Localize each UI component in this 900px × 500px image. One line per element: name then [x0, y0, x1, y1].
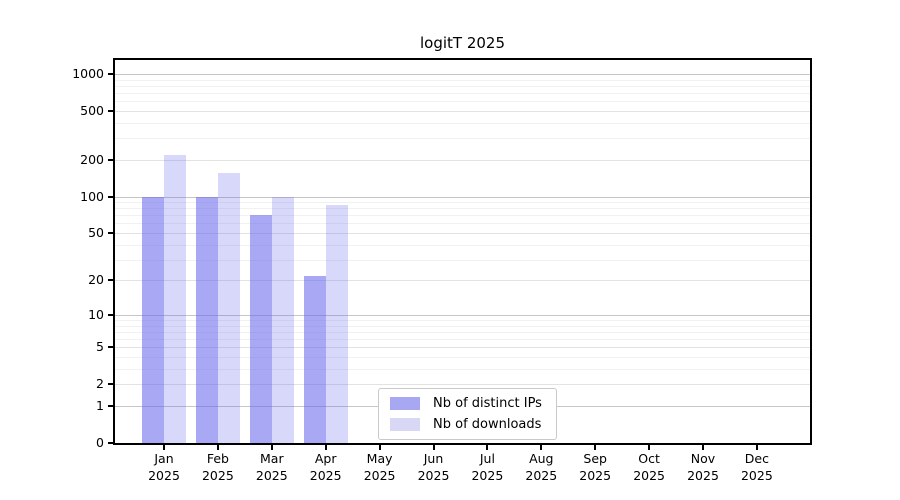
y-tick-mark-50 [108, 232, 114, 234]
gridline-9 [115, 320, 810, 321]
y-tick-mark-500 [108, 110, 114, 112]
y-tick-mark-100 [108, 195, 114, 198]
gridline-900 [115, 79, 810, 81]
legend-label-downloads: Nb of downloads [433, 417, 542, 432]
y-tick-label-5: 5 [96, 339, 104, 355]
legend-item-downloads: Nb of downloads [390, 417, 542, 432]
x-tick-label-dec: Dec 2025 [740, 451, 773, 483]
x-tick-label-may: May 2025 [363, 451, 396, 483]
y-tick-label-2: 2 [96, 376, 104, 392]
gridline-6 [115, 339, 810, 341]
x-tick-label-oct: Oct 2025 [633, 451, 665, 483]
gridline-500 [115, 111, 810, 112]
x-tick-label-mar: Mar 2025 [255, 451, 288, 483]
gridline-700 [115, 93, 810, 94]
x-tick-mark-jun [432, 445, 435, 450]
y-tick-mark-0 [108, 442, 114, 444]
y-tick-mark-10 [108, 313, 114, 316]
y-tick-label-100: 100 [80, 188, 104, 204]
gridline-50 [115, 233, 810, 234]
x-tick-mark-feb [216, 445, 219, 450]
x-tick-mark-aug [540, 445, 543, 450]
bar-downloads-feb [217, 173, 240, 443]
gridline-200 [115, 159, 810, 161]
y-tick-label-10: 10 [88, 306, 104, 322]
gridline-3 [115, 369, 810, 370]
y-tick-mark-1000 [108, 73, 114, 75]
x-tick-mark-nov [702, 445, 704, 450]
gridline-7 [115, 331, 810, 333]
gridline-60 [115, 223, 810, 225]
legend: Nb of distinct IPs Nb of downloads [378, 388, 557, 440]
y-tick-mark-20 [108, 279, 114, 282]
gridline-30 [115, 259, 810, 261]
legend-item-distinct-ips: Nb of distinct IPs [390, 396, 542, 411]
y-tick-label-1000: 1000 [72, 66, 104, 81]
gridline-8 [115, 325, 810, 327]
x-tick-label-aug: Aug 2025 [525, 451, 558, 483]
bar-distinct-ips-apr [303, 275, 326, 443]
x-tick-label-sep: Sep 2025 [579, 451, 612, 483]
gridline-70 [115, 215, 810, 217]
x-tick-label-jan: Jan 2025 [148, 451, 180, 483]
x-tick-mark-mar [270, 445, 273, 450]
gridline-5 [115, 347, 810, 349]
gridline-4 [115, 357, 810, 358]
x-tick-mark-jan [163, 445, 165, 450]
y-tick-label-50: 50 [88, 225, 104, 240]
bar-downloads-jan [164, 155, 186, 443]
legend-swatch-distinct-ips [390, 397, 420, 410]
x-tick-label-feb: Feb 2025 [201, 451, 234, 483]
chart-title: logitT 2025 [419, 34, 506, 52]
x-tick-label-nov: Nov 2025 [687, 451, 719, 483]
gridline-40 [115, 244, 810, 246]
gridline-800 [115, 85, 810, 87]
gridline-100 [115, 196, 810, 198]
x-tick-mark-jul [486, 445, 489, 450]
bar-distinct-ips-mar [249, 215, 272, 443]
bar-distinct-ips-feb [195, 196, 218, 443]
bar-downloads-apr [325, 205, 348, 443]
gridline-90 [115, 202, 810, 204]
y-tick-label-0: 0 [96, 435, 104, 450]
plot-area: Nb of distinct IPs Nb of downloads [113, 58, 812, 445]
y-tick-label-200: 200 [80, 151, 104, 167]
gridline-400 [115, 122, 810, 124]
y-tick-label-1: 1 [96, 398, 104, 413]
y-tick-label-500: 500 [80, 103, 104, 118]
gridline-20 [115, 280, 810, 282]
x-tick-mark-may [378, 445, 381, 450]
gridline-300 [115, 138, 810, 140]
gridline-1000 [115, 74, 810, 75]
x-tick-mark-dec [755, 445, 758, 450]
y-tick-mark-5 [108, 346, 114, 349]
y-tick-label-20: 20 [88, 272, 104, 288]
bar-downloads-mar [271, 196, 294, 443]
legend-label-distinct-ips: Nb of distinct IPs [433, 396, 542, 411]
gridline-80 [115, 208, 810, 210]
gridline-2 [115, 384, 810, 386]
x-tick-mark-oct [648, 445, 651, 450]
y-tick-mark-1 [108, 405, 114, 407]
gridline-600 [115, 101, 810, 103]
x-tick-label-jun: Jun 2025 [417, 451, 450, 483]
legend-swatch-downloads [390, 418, 420, 431]
x-tick-label-apr: Apr 2025 [309, 451, 342, 483]
y-tick-mark-200 [108, 158, 114, 161]
bar-distinct-ips-jan [142, 196, 164, 443]
y-tick-mark-2 [108, 383, 114, 386]
x-tick-mark-apr [324, 445, 327, 450]
gridline-10 [115, 314, 810, 316]
x-tick-label-jul: Jul 2025 [471, 451, 504, 483]
x-tick-mark-sep [594, 445, 597, 450]
